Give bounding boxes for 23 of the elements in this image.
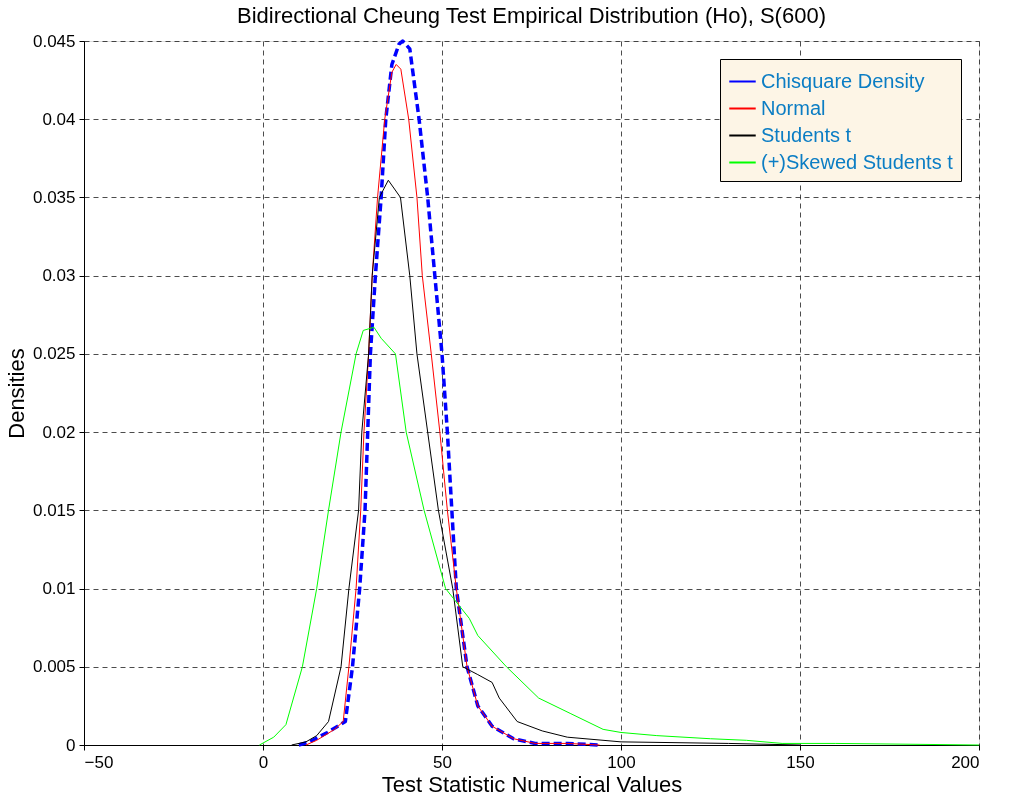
legend-label: Chisquare Density: [761, 69, 925, 92]
y-axis-title: Densities: [3, 348, 29, 439]
x-tick-label: 150: [786, 752, 815, 772]
legend-label: (+)Skewed Students t: [761, 150, 954, 173]
y-tick-label: 0.02: [42, 422, 76, 442]
y-tick-label: 0.005: [32, 657, 76, 677]
y-tick-label: 0.03: [42, 266, 76, 286]
y-tick-label: 0.035: [32, 187, 76, 207]
y-tick-label: 0.04: [42, 109, 76, 129]
x-tick-label: 200: [951, 752, 980, 772]
y-tick-label: 0.015: [32, 500, 76, 520]
legend-label: Normal: [761, 96, 826, 119]
x-tick-label: 50: [433, 752, 452, 772]
x-axis-title: Test Statistic Numerical Values: [381, 771, 683, 797]
chart-title: Bidirectional Cheung Test Empirical Distribution (Ho), S(600): [237, 3, 826, 28]
y-tick-label: 0.025: [32, 344, 76, 364]
y-tick-label: 0.01: [42, 579, 76, 599]
legend-label: Students t: [761, 123, 852, 146]
y-tick-label: 0.045: [32, 31, 76, 51]
x-tick-label: 100: [607, 752, 636, 772]
y-tick-label: 0: [66, 735, 76, 755]
x-tick-label: −50: [84, 752, 114, 772]
x-tick-label: 0: [258, 752, 269, 772]
